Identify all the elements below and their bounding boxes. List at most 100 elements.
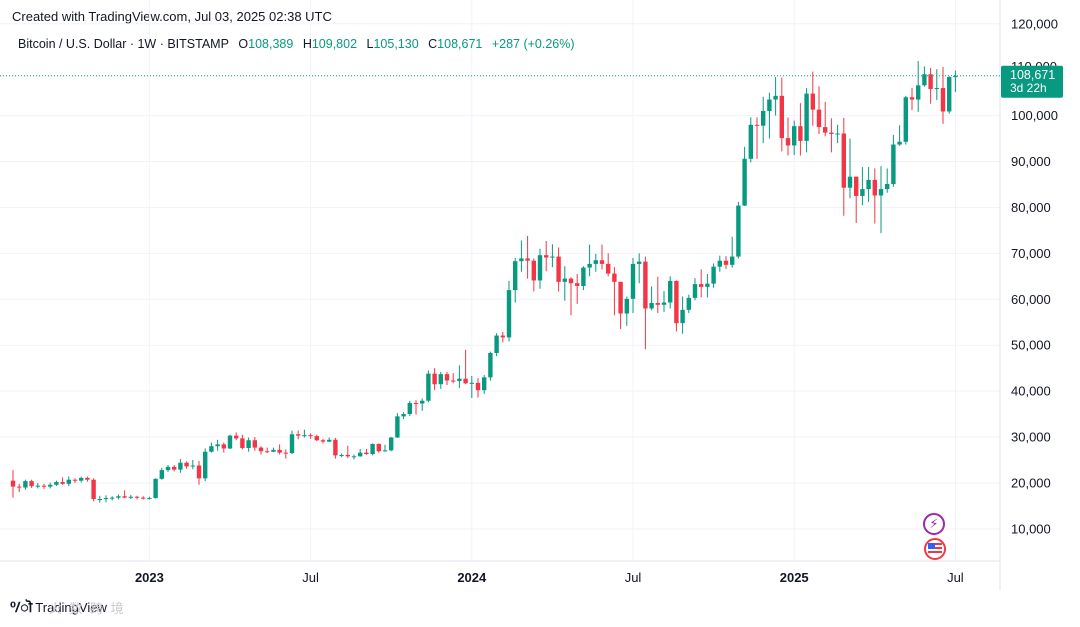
candle [234,432,239,441]
candle [376,443,381,453]
candle-body [829,132,834,134]
candle-body [847,176,853,188]
ohlc-legend: Bitcoin / U.S. Dollar · 1W · BITSTAMP O1… [18,37,575,51]
candle [308,433,313,439]
candle-body [531,260,536,281]
candle [451,373,456,384]
candle [482,375,487,394]
candle-body [190,465,195,467]
y-tick-label: 20,000 [1011,475,1051,490]
open-value: 108,389 [248,37,294,51]
candle [314,434,319,442]
candle [506,280,512,342]
candle-body [283,452,288,454]
candle-body [60,482,65,484]
candle [618,281,623,330]
candle [500,331,505,343]
candle [339,453,344,458]
candle-body [209,446,214,452]
candle [370,443,375,456]
candle [736,201,741,259]
candle-body [934,88,939,90]
candle [643,256,648,350]
candle-body [308,435,313,437]
candle [283,449,288,459]
price-tag-countdown: 3d 22h [1010,81,1047,95]
candle [947,76,952,114]
candle-body [816,109,822,128]
candle [854,176,859,224]
candle [196,460,202,485]
time-axis[interactable]: 2023 Jul 2024 Jul 2025 Jul [135,570,964,585]
candle-body [364,452,369,455]
candle-body [134,496,140,498]
price-tag-value: 108,671 [1010,68,1055,82]
candle-body [382,450,388,452]
candle-body [655,302,660,305]
candle-body [17,486,22,488]
candle-body [903,97,908,142]
candle [215,439,220,451]
candle-body [128,496,133,498]
candle-body [97,499,102,501]
candle-body [723,260,729,265]
candle [717,255,722,272]
candle-body [289,434,295,454]
candle [401,412,406,420]
x-tick-label: 2025 [780,570,809,585]
candle-body [10,480,16,487]
candle [364,448,369,455]
candle [655,276,660,314]
price-tag-background [1001,65,1063,98]
symbol-title[interactable]: Bitcoin / U.S. Dollar · 1W · BITSTAMP [18,37,229,51]
candle [624,296,629,326]
us-flag-event-icon[interactable] [924,538,946,560]
candle [866,167,871,202]
candle [792,120,797,156]
candle [116,494,121,500]
candle [730,236,735,268]
candle [599,244,605,270]
candle-body [556,256,561,282]
top-bar: Created with TradingView.com, Jul 03, 20… [0,0,1080,32]
candle [878,166,884,234]
candle [91,478,96,502]
lightning-event-icon[interactable]: ⚡ [923,513,945,535]
candle-body [271,449,276,452]
candle [928,67,933,104]
y-tick-label: 30,000 [1011,430,1051,445]
candle [773,77,778,116]
candle [60,477,65,485]
candle-body [277,449,282,453]
candle-body [860,189,865,196]
candle [934,69,939,100]
candle [513,257,518,303]
candle [885,168,890,193]
candle-body [413,403,419,405]
candle [798,103,803,156]
candle [190,459,195,470]
close-value: 108,671 [437,37,483,51]
candle-body [928,74,933,89]
price-axis[interactable]: 120,000 100,000 90,000 80,000 70,000 60,000 50… [1011,16,1058,536]
x-tick-label: Jul [625,570,642,585]
candle [475,378,481,398]
y-tick-label: 120,000 [1011,16,1058,31]
candle-body [674,280,679,324]
candle [519,240,524,272]
candle [172,465,177,472]
candle [420,398,425,411]
candle-body [370,443,375,455]
candle-body [327,439,332,442]
candle [537,248,543,289]
candle [723,256,729,269]
candle-body [358,452,363,457]
candle [779,77,784,152]
candle [562,266,567,301]
candle [649,286,654,311]
candle-body [432,373,437,385]
candle [804,88,809,153]
tradingview-logo[interactable]: ⁰/ॊ TradingView 火 数 跨 境 [10,598,126,617]
candle-body [792,126,797,146]
